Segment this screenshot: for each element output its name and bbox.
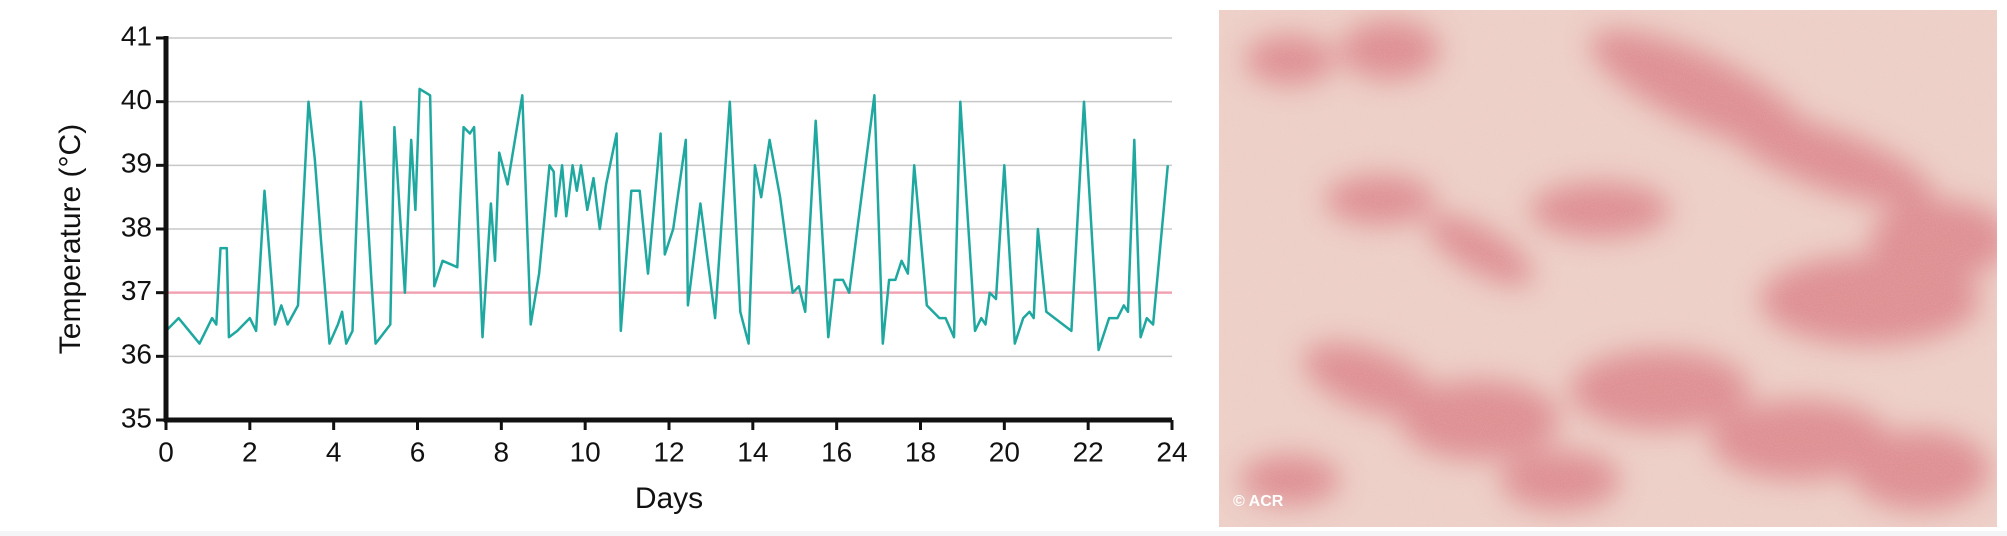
x-tick-label: 2: [242, 436, 258, 467]
y-tick-label: 36: [121, 339, 152, 370]
photo-credit: © ACR: [1233, 493, 1284, 510]
y-tick-label: 41: [121, 20, 152, 51]
y-tick-label: 37: [121, 275, 152, 306]
x-tick-label: 8: [494, 436, 510, 467]
x-tick-label: 0: [158, 436, 174, 467]
x-axis-label: Days: [635, 482, 703, 515]
photo: © ACR: [1219, 10, 1997, 527]
y-tick-label: 35: [121, 402, 152, 433]
x-tick-label: 10: [570, 436, 601, 467]
x-tick-label: 14: [737, 436, 768, 467]
x-tick-label: 12: [653, 436, 684, 467]
y-tick-label: 39: [121, 148, 152, 179]
x-tick-label: 4: [326, 436, 342, 467]
x-tick-label: 6: [410, 436, 426, 467]
x-tick-label: 24: [1156, 436, 1187, 467]
x-tick-label: 16: [821, 436, 852, 467]
y-axis-label: Temperature (°C): [54, 124, 87, 354]
x-tick-label: 20: [989, 436, 1020, 467]
y-tick-label: 38: [121, 211, 152, 242]
x-tick-label: 22: [1073, 436, 1104, 467]
data-line: [165, 87, 1170, 352]
x-tick-label: 18: [905, 436, 936, 467]
y-tick-label: 40: [121, 84, 152, 115]
